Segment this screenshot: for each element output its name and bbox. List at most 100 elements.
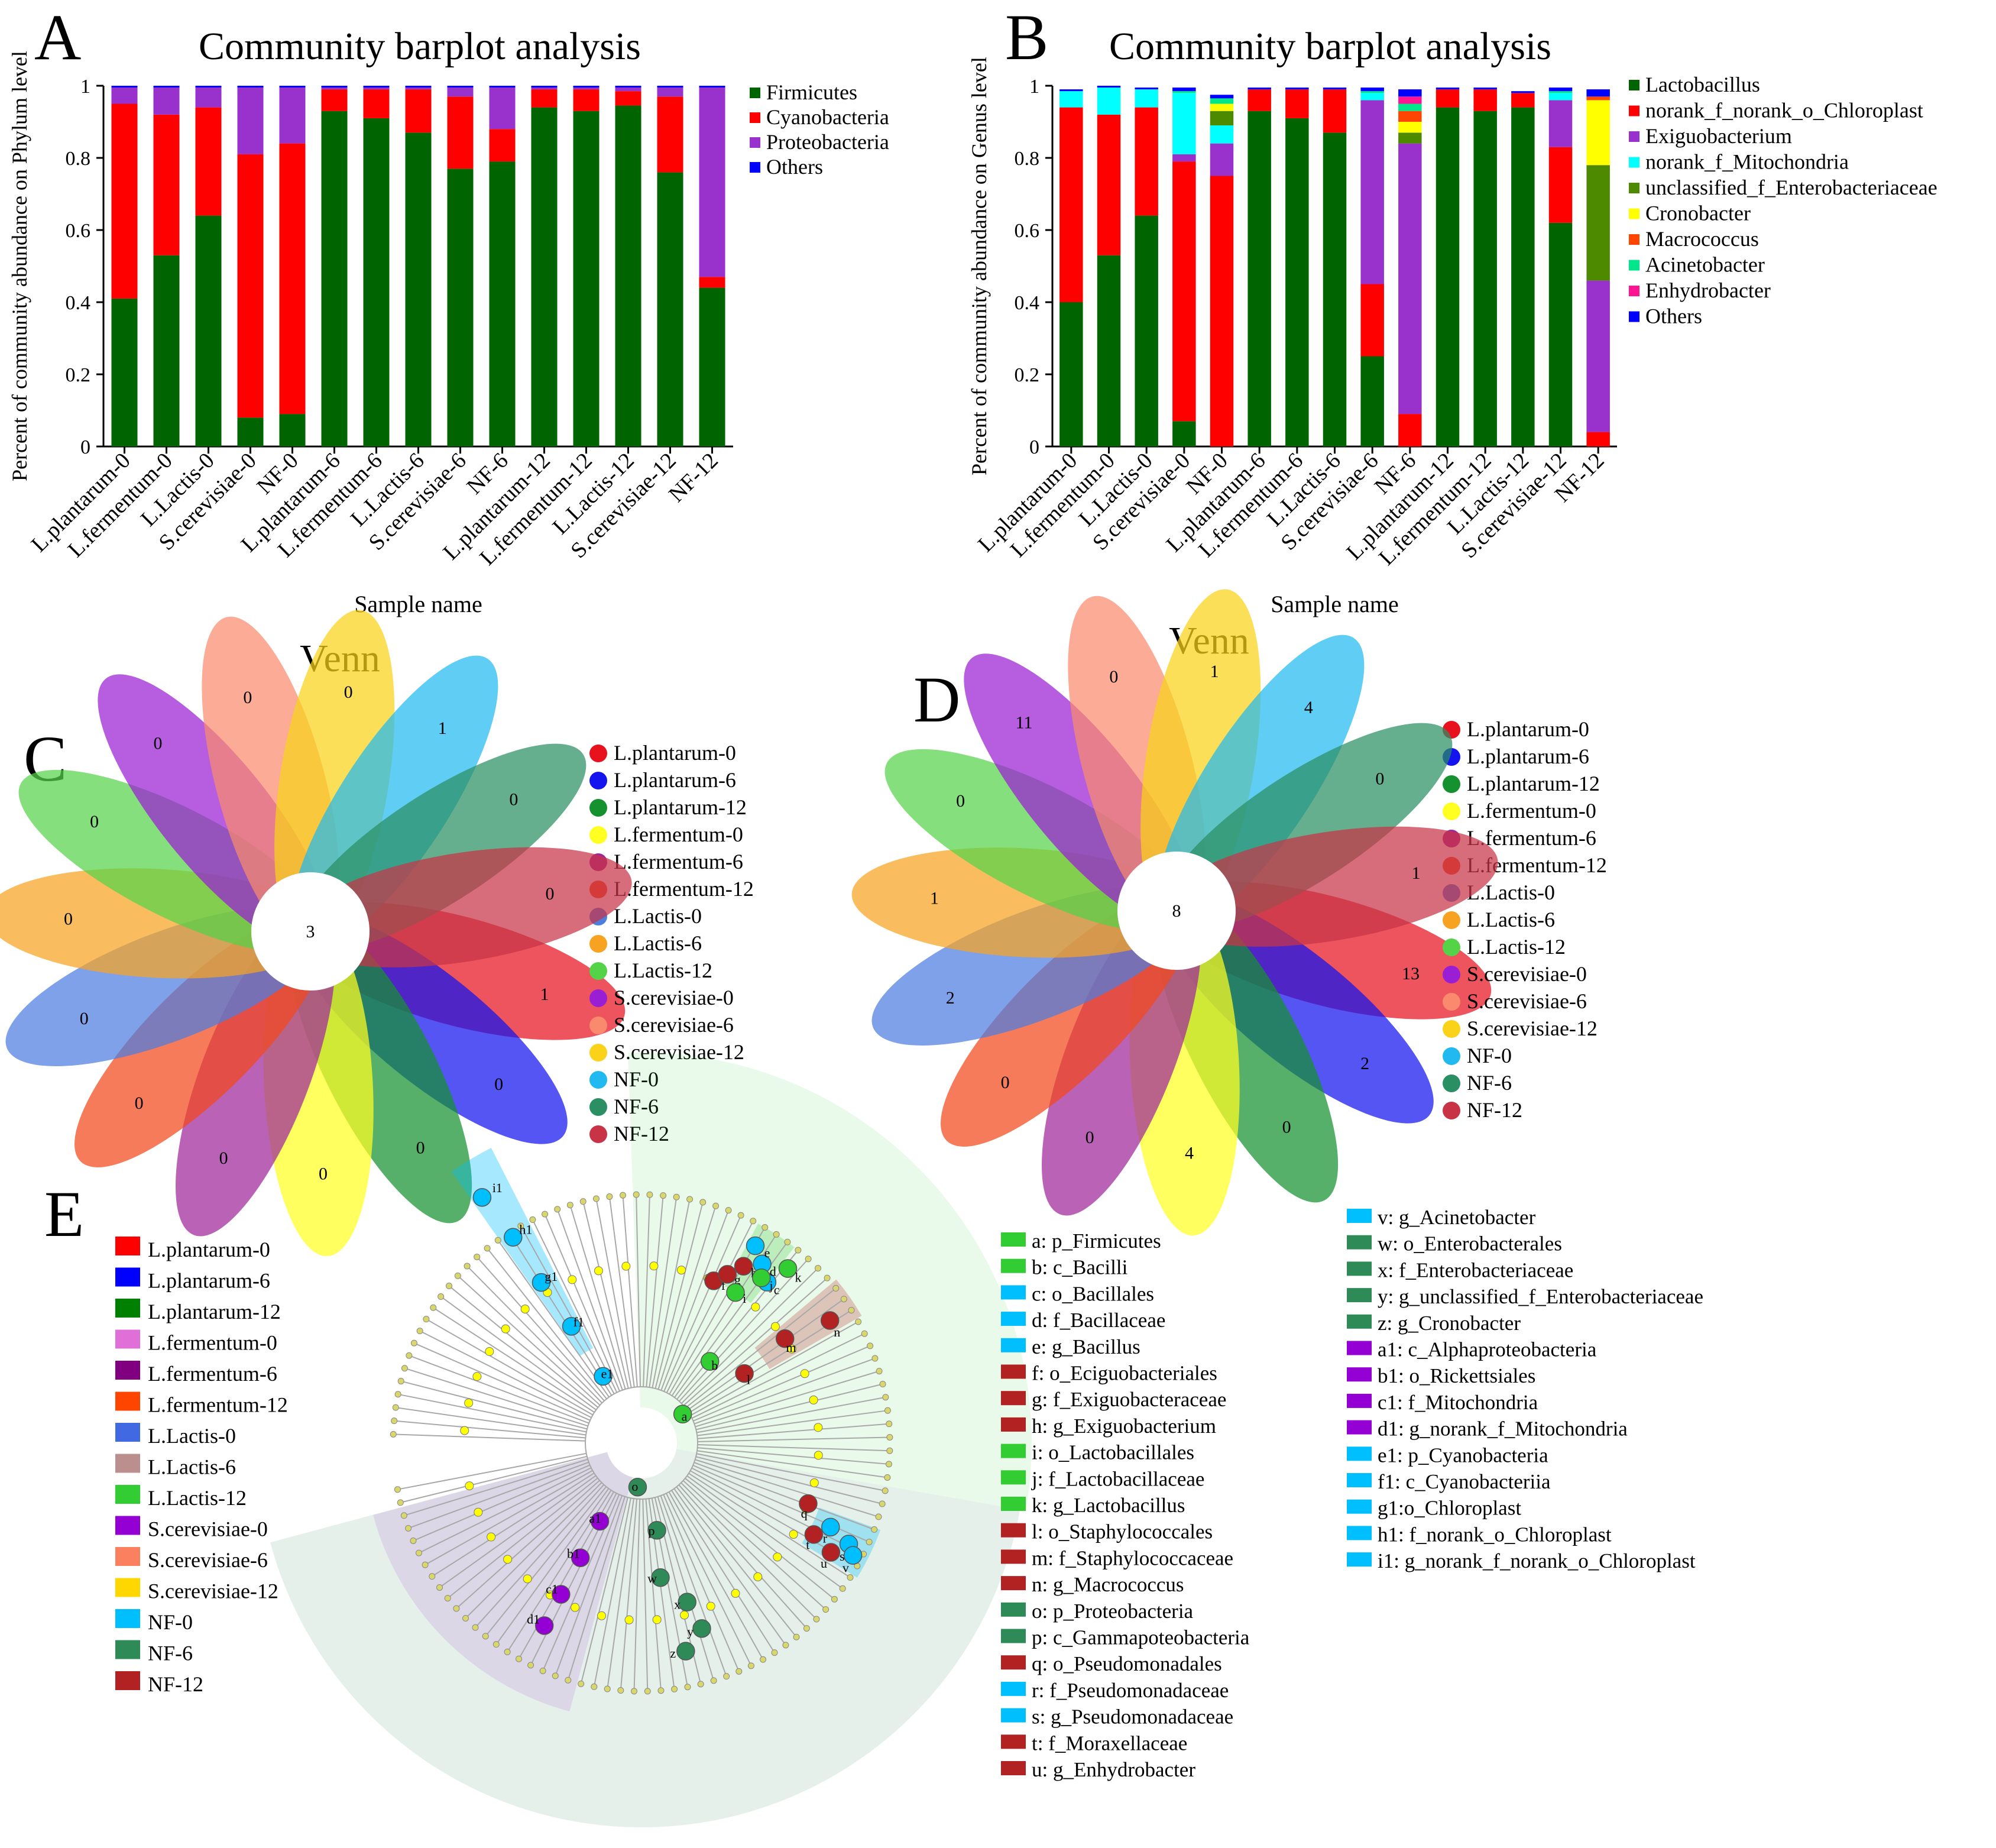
bar-segment — [573, 88, 600, 90]
bar-segment — [1285, 89, 1309, 118]
venn-center-count: 8 — [1172, 901, 1181, 921]
leaf-node — [392, 1404, 399, 1411]
legend-label: S.cerevisiae-0 — [1467, 962, 1587, 986]
taxa-legend-label: y: g_unclassified_f_Enterobacteriaceae — [1378, 1285, 1703, 1308]
leaf-node — [423, 1316, 430, 1323]
bar-segment — [153, 88, 180, 115]
leaf-node — [771, 1649, 778, 1656]
legend-label: norank_f_norank_o_Chloroplast — [1645, 99, 1923, 122]
legend-label: NF-12 — [1467, 1098, 1522, 1122]
bar-segment — [405, 89, 432, 133]
inner-node — [809, 1478, 819, 1487]
leaf-node — [882, 1394, 889, 1401]
inner-node — [652, 1615, 662, 1624]
legend-swatch — [1629, 80, 1639, 90]
taxa-legend-swatch — [1347, 1209, 1372, 1223]
taxa-legend-label: i1: g_norank_f_norank_o_Chloroplast — [1378, 1549, 1696, 1572]
leaf-node — [527, 1662, 534, 1669]
tree-branch — [697, 1436, 890, 1442]
tree-branch — [400, 1380, 588, 1430]
legend-dot — [1443, 1047, 1460, 1065]
leaf-node — [644, 1688, 651, 1695]
leaf-node — [876, 1368, 883, 1375]
biomarker-node — [532, 1273, 551, 1292]
leaf-node — [867, 1342, 874, 1349]
biomarker-node — [562, 1317, 581, 1336]
leaf-node — [646, 1191, 653, 1198]
tree-branch — [447, 1477, 598, 1599]
leaf-node — [438, 1293, 445, 1300]
legend-label: norank_f_Mitochondria — [1645, 150, 1849, 174]
inner-node — [676, 1266, 686, 1275]
leaf-node — [397, 1499, 404, 1506]
group-legend-label: NF-0 — [148, 1610, 193, 1634]
taxa-legend-swatch — [1347, 1288, 1372, 1303]
legend-label: NF-12 — [614, 1122, 669, 1145]
bar-segment — [1398, 414, 1422, 446]
leaf-node — [886, 1447, 893, 1454]
tree-branch — [397, 1393, 587, 1433]
taxa-legend-label: p: c_Gammapoteobacteria — [1032, 1626, 1250, 1649]
legend-dot — [1443, 1075, 1460, 1092]
inner-node — [751, 1302, 760, 1312]
tree-branch — [475, 1484, 605, 1628]
legend-label: Cyanobacteria — [766, 105, 889, 129]
petal-count: 1 — [438, 719, 447, 738]
biomarker-node-label: a — [682, 1409, 688, 1424]
cladogram-e: abcdefghijklmnopqrstuvwxyza1b1c1d1e1f1g1… — [115, 1053, 1703, 1827]
leaf-node — [871, 1355, 879, 1362]
bar-segment — [1548, 222, 1573, 446]
leaf-node — [462, 1614, 469, 1622]
legend-label: S.cerevisiae-6 — [1467, 989, 1587, 1013]
bar-segment — [1398, 143, 1422, 415]
bar-segment — [405, 86, 432, 88]
tree-branch — [695, 1459, 879, 1517]
bar-segment — [1285, 118, 1309, 446]
bar-segment — [1586, 165, 1610, 281]
petal-count: 1 — [1411, 863, 1420, 883]
bar-segment — [699, 287, 725, 446]
legend-dot — [1443, 775, 1460, 793]
bar-segment — [1248, 89, 1271, 111]
leaf-node — [824, 1274, 831, 1281]
taxa-legend-swatch — [1347, 1341, 1372, 1355]
biomarker-node-label: r — [823, 1531, 828, 1546]
legend-label: S.cerevisiae-12 — [614, 1040, 744, 1064]
taxa-legend-swatch — [1347, 1526, 1372, 1540]
leaf-node — [822, 1606, 829, 1613]
biomarker-node-label: i1 — [492, 1180, 503, 1195]
bar-segment — [195, 86, 222, 88]
petal-count: 11 — [1016, 713, 1033, 732]
taxa-legend-swatch — [1001, 1364, 1026, 1379]
inner-node — [503, 1555, 513, 1564]
taxa-legend-label: g: f_Exiguobacteraceae — [1032, 1388, 1226, 1411]
tree-branch — [691, 1333, 865, 1419]
leaf-node — [784, 1238, 791, 1245]
petal-count: 0 — [219, 1148, 228, 1168]
leaf-node — [422, 1561, 429, 1568]
biomarker-node — [843, 1546, 863, 1565]
bar-segment — [279, 88, 306, 144]
tree-branch — [595, 1198, 632, 1388]
group-legend-swatch — [115, 1454, 140, 1473]
bar-segment — [279, 143, 306, 415]
tree-branch — [681, 1267, 819, 1404]
tree-branch — [663, 1215, 742, 1392]
legend-label: L.fermentum-0 — [614, 823, 743, 846]
bar-segment — [1473, 88, 1497, 90]
tree-branch — [694, 1358, 876, 1425]
bar-segment — [699, 277, 725, 288]
legend-label: S.cerevisiae-0 — [614, 986, 734, 1009]
bar-segment — [531, 88, 558, 90]
bar-segment — [1360, 284, 1384, 357]
bar-segment — [489, 129, 516, 162]
biomarker-node — [775, 1329, 795, 1348]
biomarker-node-label: j — [769, 1278, 773, 1293]
tree-branch — [652, 1199, 691, 1389]
legend-label: NF-0 — [1467, 1044, 1512, 1067]
leaf-node — [861, 1330, 868, 1337]
chart-title: Community barplot analysis — [1109, 25, 1551, 68]
tree-branch — [439, 1475, 597, 1588]
bar-segment — [1172, 154, 1196, 162]
leaf-node — [773, 1231, 780, 1238]
